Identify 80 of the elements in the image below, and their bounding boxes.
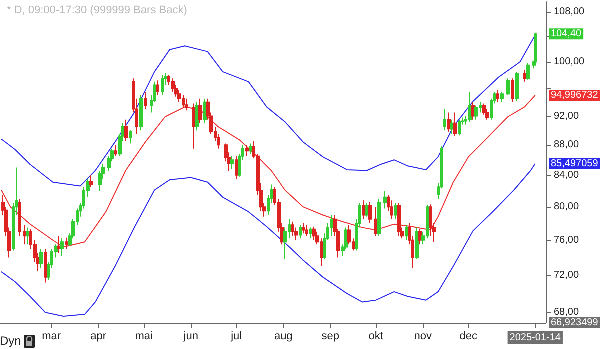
candlestick bbox=[299, 224, 302, 240]
candlestick bbox=[171, 78, 175, 93]
candlestick bbox=[506, 78, 510, 96]
candlestick bbox=[458, 119, 461, 136]
candlestick bbox=[23, 224, 26, 246]
candlestick bbox=[511, 78, 514, 103]
x-tick-label: apr bbox=[90, 330, 107, 342]
candlestick bbox=[368, 202, 372, 224]
y-tick-label: 68,00 bbox=[554, 307, 580, 318]
x-tick-label: mai bbox=[135, 330, 153, 342]
x-tick-label: mar bbox=[42, 330, 62, 342]
candlestick bbox=[129, 130, 132, 144]
candlestick bbox=[302, 223, 305, 234]
candlestick bbox=[291, 221, 294, 237]
candlestick bbox=[124, 119, 128, 142]
x-tick-label: jul bbox=[230, 330, 242, 342]
line-series bbox=[1, 163, 536, 317]
y-tick-label: 92,00 bbox=[554, 110, 580, 122]
candlestick bbox=[198, 98, 202, 124]
candlestick bbox=[44, 248, 47, 284]
text: 104,40 bbox=[551, 28, 582, 40]
candlestick bbox=[523, 69, 527, 82]
candlestick bbox=[26, 227, 29, 246]
candlestick bbox=[230, 156, 234, 170]
candlestick bbox=[114, 144, 117, 157]
candlestick bbox=[65, 237, 68, 250]
y-tick-label: 108,00 bbox=[554, 6, 586, 18]
candlestick bbox=[139, 94, 143, 132]
candlestick bbox=[453, 112, 457, 137]
candlestick bbox=[415, 227, 419, 260]
candlestick bbox=[526, 62, 530, 80]
candlestick bbox=[377, 198, 381, 237]
candlestick bbox=[309, 227, 313, 240]
candlestick bbox=[515, 71, 519, 102]
chart-title: * D, 09:00-17:30 (999999 Bars Back) bbox=[7, 4, 188, 16]
x-tick-label: 2025-01-14 bbox=[510, 332, 562, 344]
candlestick bbox=[474, 105, 478, 120]
x-tick-label: dec bbox=[460, 330, 478, 342]
candlestick bbox=[161, 74, 164, 96]
candlestick bbox=[57, 236, 61, 254]
candlestick bbox=[397, 202, 401, 237]
data-label: 94,996732 bbox=[551, 90, 599, 101]
candlestick bbox=[447, 112, 451, 133]
candlestick bbox=[305, 224, 308, 237]
y-tick-label: 80,00 bbox=[554, 202, 580, 213]
candlestick bbox=[468, 92, 472, 122]
candlestick bbox=[405, 224, 408, 241]
line-series bbox=[1, 94, 536, 248]
data-label: 85,497059 bbox=[551, 158, 599, 170]
x-tick-label: jun bbox=[182, 330, 198, 342]
x-tick-label: sep bbox=[322, 330, 340, 342]
y-tick-label: 88,00 bbox=[554, 140, 580, 151]
candlestick bbox=[39, 248, 43, 269]
y-tick-label: 100,00 bbox=[554, 56, 586, 68]
candlestick bbox=[443, 108, 446, 132]
candlestick bbox=[144, 92, 147, 110]
candlestick bbox=[60, 238, 64, 256]
candlestick bbox=[185, 98, 188, 112]
x-tick-label: aug bbox=[274, 330, 293, 342]
candlestick bbox=[245, 144, 249, 157]
text: 66,923499 bbox=[551, 318, 599, 328]
line-series bbox=[1, 34, 536, 187]
candlestick bbox=[496, 90, 499, 103]
x-tick-label: okt bbox=[368, 330, 384, 342]
y-tick-label: 84,00 bbox=[554, 170, 580, 181]
candlestick bbox=[249, 143, 252, 155]
candlestick bbox=[383, 190, 387, 210]
text: Dyn bbox=[0, 334, 22, 348]
y-tick-label: 76,00 bbox=[554, 234, 580, 246]
x-tick-label: nov bbox=[414, 330, 433, 342]
candlestick bbox=[235, 156, 238, 180]
y-tick-label: 72,00 bbox=[554, 270, 580, 282]
candlestick bbox=[418, 228, 422, 246]
candlestick bbox=[192, 103, 196, 150]
candlestick bbox=[89, 174, 93, 188]
candlestick bbox=[330, 214, 334, 237]
candlestick bbox=[312, 226, 316, 241]
candlestick bbox=[156, 80, 159, 96]
candlestick bbox=[18, 198, 21, 237]
candlestick bbox=[500, 92, 504, 103]
